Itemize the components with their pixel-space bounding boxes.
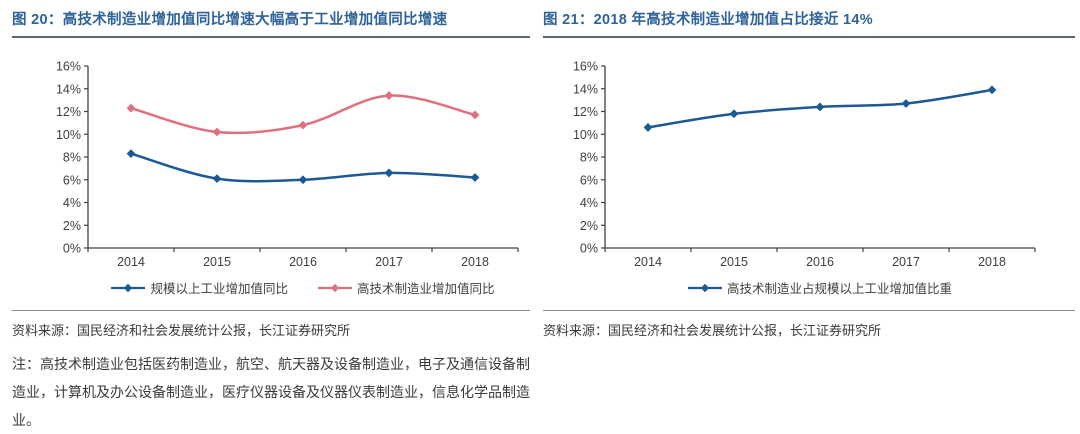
figure-20-legend: 规模以上工业增加值同比 高技术制造业增加值同比 [88,278,518,297]
legend-label: 规模以上工业增加值同比 [150,282,288,296]
svg-text:8%: 8% [63,151,81,165]
figure-20: 图 20：高技术制造业增加值同比增速大幅高于工业增加值同比增速 0% 2% 4% 6%… [12,8,530,434]
svg-text:0%: 0% [63,242,81,256]
legend-item-industry: 规模以上工业增加值同比 [111,278,288,297]
svg-text:0%: 0% [580,242,598,256]
legend-item-hightech: 高技术制造业增加值同比 [318,278,495,297]
figure-20-source: 资料来源：国民经济和社会发展统计公报，长江证券研究所 [12,310,530,339]
svg-text:16%: 16% [573,60,598,74]
figure-20-plot: 0% 2% 4% 6% 8% 10% 12% 14% 16% 2014 2015 2016 2017 20… [56,60,519,269]
svg-text:2017: 2017 [892,255,920,269]
svg-text:14%: 14% [573,82,598,96]
svg-text:2014: 2014 [117,255,145,269]
figure-21: 图 21：2018 年高技术制造业增加值占比接近 14% 0% 2% 4% 6% 8% 1… [543,8,1075,339]
svg-text:12%: 12% [573,105,598,119]
svg-text:10%: 10% [56,128,81,142]
figure-20-title: 图 20：高技术制造业增加值同比增速大幅高于工业增加值同比增速 [12,8,530,38]
legend-item-share: 高技术制造业占规模以上工业增加值比重 [687,278,952,297]
svg-text:4%: 4% [580,196,598,210]
svg-text:14%: 14% [56,82,81,96]
figure-21-legend: 高技术制造业占规模以上工业增加值比重 [605,278,1035,297]
figure-21-source: 资料来源：国民经济和社会发展统计公报，长江证券研究所 [543,310,1075,339]
figure-21-chart: 0% 2% 4% 6% 8% 10% 12% 14% 16% 2014 2015 2016 2017 20… [543,45,1075,297]
svg-text:2016: 2016 [806,255,834,269]
svg-text:2015: 2015 [720,255,748,269]
svg-text:6%: 6% [63,173,81,187]
line-diamond-icon [111,283,146,292]
svg-text:16%: 16% [56,60,81,74]
line-diamond-icon [687,283,722,292]
svg-text:6%: 6% [580,173,598,187]
svg-text:2015: 2015 [203,255,231,269]
figure-20-chart: 0% 2% 4% 6% 8% 10% 12% 14% 16% 2014 2015 2016 2017 20… [12,45,530,297]
svg-text:2%: 2% [63,219,81,233]
legend-label: 高技术制造业增加值同比 [357,282,495,296]
svg-text:8%: 8% [580,151,598,165]
svg-text:2014: 2014 [634,255,662,269]
svg-text:4%: 4% [63,196,81,210]
legend-label: 高技术制造业占规模以上工业增加值比重 [726,282,952,296]
svg-text:10%: 10% [573,128,598,142]
svg-text:2016: 2016 [289,255,317,269]
figure-20-note: 注：高技术制造业包括医药制造业，航空、航天器及设备制造业，电子及通信设备制造业，… [12,356,530,428]
figure-21-plot: 0% 2% 4% 6% 8% 10% 12% 14% 16% 2014 2015 2016 2017 20… [573,60,1036,269]
line-diamond-icon [318,283,352,292]
svg-text:2%: 2% [580,219,598,233]
svg-text:2018: 2018 [978,255,1006,269]
svg-text:2018: 2018 [461,255,489,269]
figure-21-title: 图 21：2018 年高技术制造业增加值占比接近 14% [543,8,1075,38]
svg-text:2017: 2017 [375,255,403,269]
svg-text:12%: 12% [56,105,81,119]
